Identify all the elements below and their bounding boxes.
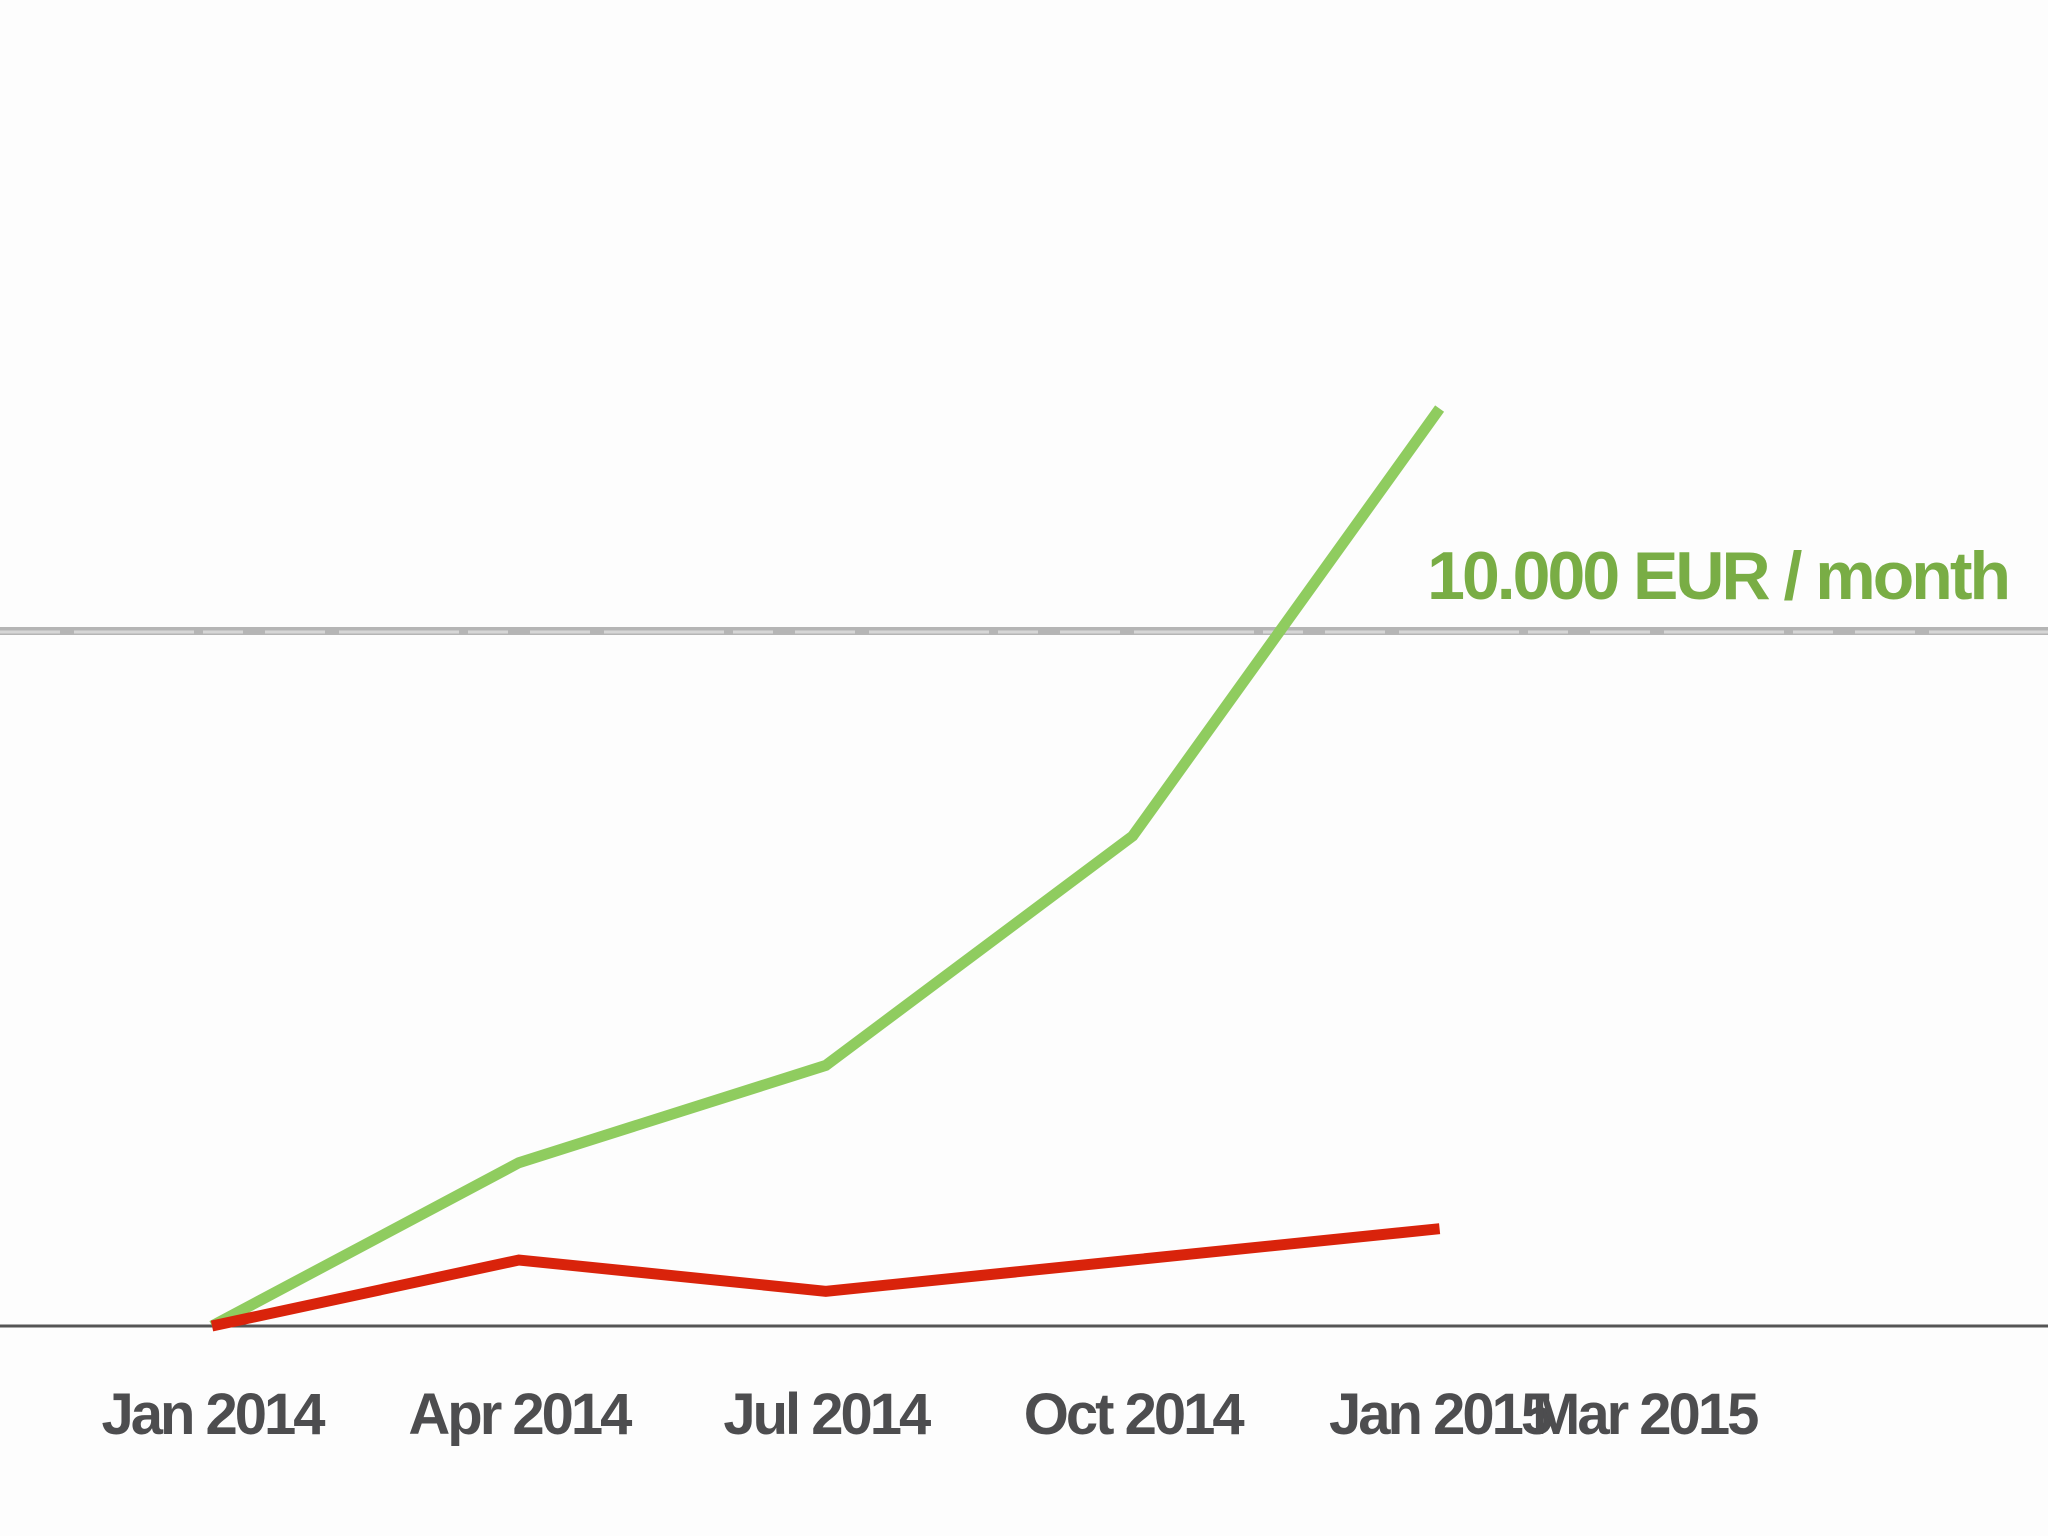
x-tick-label: Jul 2014: [723, 1382, 931, 1447]
x-tick-label: Jan 2015: [1329, 1382, 1552, 1447]
x-axis-ticks: Jan 2014 Apr 2014 Jul 2014 Oct 2014 Jan …: [101, 1382, 1761, 1447]
x-tick-label: Apr 2014: [408, 1382, 632, 1447]
series-line-2: [210, 1223, 1441, 1332]
series-line-1: [209, 405, 1445, 1331]
series-group: [209, 405, 1445, 1332]
reference-line-group: 10.000 EUR / month: [0, 538, 2048, 635]
x-tick-label: Mar 2015: [1532, 1382, 1758, 1447]
reference-line-label: 10.000 EUR / month: [1427, 538, 2008, 614]
x-tick-label: Jan 2014: [101, 1382, 325, 1447]
x-tick-label: Oct 2014: [1024, 1382, 1245, 1447]
